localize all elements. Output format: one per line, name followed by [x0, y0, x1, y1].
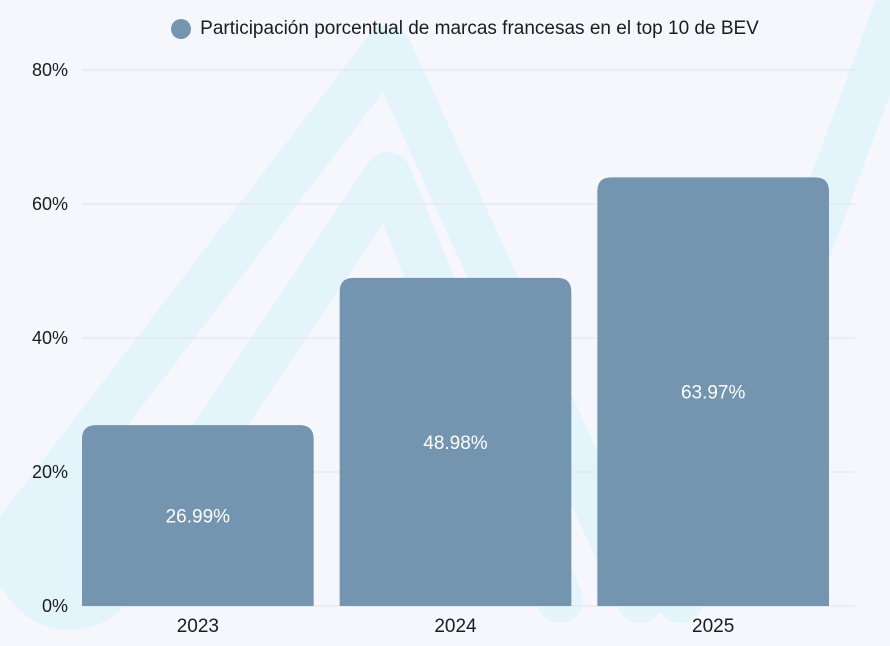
bar-value-labels: 26.99% 48.98% 63.97%	[166, 383, 746, 528]
legend-label: Participación porcentual de marcas franc…	[200, 18, 759, 39]
y-tick-label: 20%	[32, 462, 68, 482]
bar-value-label: 63.97%	[681, 383, 746, 404]
bar-2025	[597, 177, 829, 606]
y-tick-label: 60%	[32, 194, 68, 214]
legend-swatch	[171, 19, 192, 39]
bar-2023	[82, 425, 314, 606]
x-tick-label: 2024	[434, 616, 477, 637]
y-tick-label: 40%	[32, 328, 68, 348]
bar-value-label: 26.99%	[166, 507, 231, 528]
x-tick-label: 2023	[177, 616, 219, 637]
y-axis: 0% 20% 40% 60% 80%	[32, 60, 68, 616]
x-axis: 2023 2024 2025	[177, 616, 735, 637]
y-tick-label: 80%	[32, 60, 68, 80]
y-tick-label: 0%	[42, 596, 68, 616]
bars	[82, 177, 829, 606]
x-tick-label: 2025	[692, 616, 734, 637]
bar-value-label: 48.98%	[423, 433, 488, 454]
legend: Participación porcentual de marcas franc…	[0, 18, 890, 40]
bar-2024	[339, 277, 572, 606]
